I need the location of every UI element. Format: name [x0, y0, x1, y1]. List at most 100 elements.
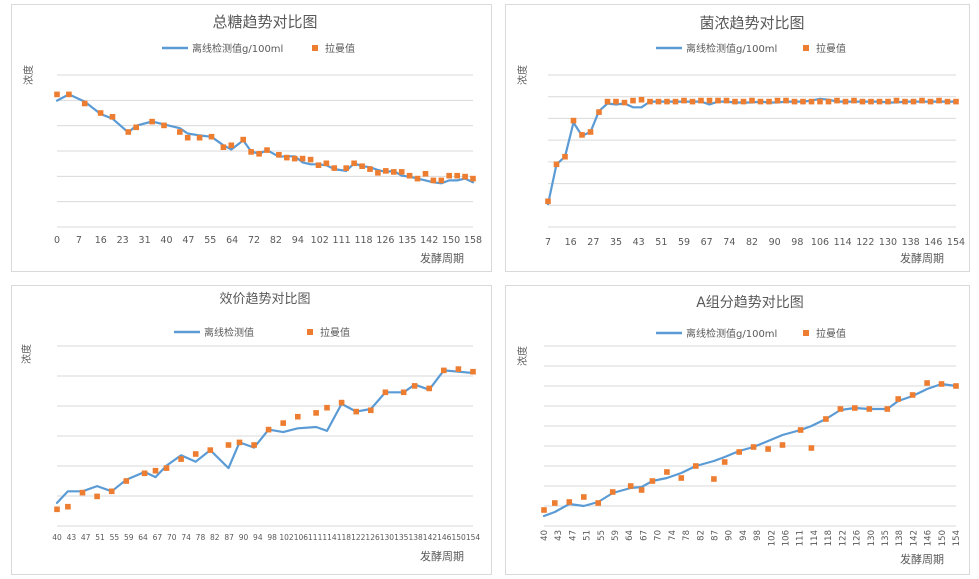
raman-point [851, 97, 857, 104]
raman-point [711, 476, 717, 482]
x-tick-label: 43 [554, 530, 564, 541]
legend-marker-swatch [312, 45, 318, 51]
chart-title: 总糖趋势对比图 [212, 13, 317, 31]
legend-label-raman: 拉曼值 [325, 42, 355, 55]
raman-point [774, 97, 781, 104]
raman-point [152, 467, 159, 474]
raman-point [163, 465, 170, 471]
raman-point [208, 133, 215, 140]
x-tick-label: 154 [466, 533, 481, 542]
x-tick-label: 16 [565, 237, 577, 248]
raman-point [808, 445, 815, 451]
raman-point [438, 177, 445, 184]
chart-panel-total-sugar: 总糖趋势对比图 离线检测值g/100ml 拉曼值 浓度 0 7 16 23 31 40 47 55 64… [11, 4, 492, 272]
raman-point [351, 160, 357, 167]
raman-point [553, 161, 560, 168]
raman-point [391, 169, 397, 175]
legend-label-offline: 离线检测值g/100ml [686, 42, 777, 55]
raman-point [236, 439, 243, 446]
x-tick-label: 98 [753, 530, 763, 541]
x-tick-label: 35 [610, 237, 622, 248]
x-tick-label: 55 [204, 235, 216, 246]
raman-point [265, 426, 272, 433]
legend-marker-swatch [803, 330, 809, 336]
x-tick-label: 59 [678, 237, 690, 248]
raman-point [664, 98, 670, 105]
x-tick-label: 64 [138, 533, 148, 542]
raman-point [953, 98, 959, 105]
raman-point [382, 389, 389, 396]
raman-point [446, 172, 452, 179]
y-axis-label: 浓度 [20, 344, 33, 364]
raman-point [552, 500, 558, 506]
chart-panel-component-a: A组分趋势对比图 离线检测值g/100ml 拉曼值 浓度 40 43 47 51 55 59 64 6… [505, 285, 970, 575]
x-tick-label: 114 [834, 237, 852, 248]
raman-point [723, 97, 730, 104]
raman-point [207, 447, 214, 453]
raman-point [630, 97, 636, 104]
x-tick-label: 67 [639, 530, 649, 541]
raman-point [430, 177, 437, 184]
raman-point [808, 98, 815, 105]
raman-point [414, 175, 421, 182]
raman-point [441, 367, 447, 374]
raman-point [689, 98, 696, 105]
x-tick-label: 118 [337, 533, 352, 542]
x-tick-label: 90 [769, 237, 781, 248]
x-tick-label: 51 [95, 533, 105, 542]
raman-point [324, 404, 330, 411]
raman-point [791, 98, 798, 105]
legend-label-offline: 离线检测值 [204, 326, 254, 339]
raman-point [895, 396, 901, 402]
x-tick-label: 126 [365, 533, 380, 542]
raman-point [192, 451, 199, 457]
raman-point [779, 442, 786, 448]
raman-point [54, 506, 60, 513]
x-tick-label: 55 [597, 530, 607, 541]
x-tick-label: 98 [267, 533, 277, 542]
x-tick-label: 106 [811, 237, 829, 248]
raman-point [736, 449, 742, 455]
x-tick-label: 146 [924, 530, 934, 546]
x-tick-label: 118 [824, 530, 834, 546]
x-tick-label: 74 [668, 530, 678, 541]
x-tick-label: 138 [408, 533, 423, 542]
x-tick-label: 150 [451, 533, 466, 542]
raman-point [647, 98, 653, 105]
raman-point [924, 380, 930, 386]
raman-point [264, 147, 270, 153]
raman-point [133, 124, 139, 131]
raman-point [893, 97, 900, 104]
y-axis-label: 浓度 [516, 346, 529, 366]
raman-point [678, 475, 685, 481]
raman-point [315, 162, 322, 168]
raman-point [953, 383, 959, 389]
raman-point [570, 117, 577, 124]
chart-panel-biomass: 菌浓趋势对比图 离线检测值g/100ml 拉曼值 浓度 7 16 27 35 43 51 59 67 7… [505, 4, 970, 272]
raman-point [331, 165, 338, 171]
x-tick-label: 138 [902, 237, 920, 248]
raman-point [291, 155, 298, 162]
raman-point [295, 413, 301, 420]
x-tick-label: 90 [239, 533, 249, 542]
legend-label-raman: 拉曼值 [816, 327, 846, 340]
raman-point [693, 463, 699, 469]
raman-point [541, 507, 547, 513]
raman-point [749, 97, 755, 104]
x-tick-label: 82 [746, 237, 758, 248]
x-tick-label: 7 [76, 235, 82, 246]
legend-marker-swatch [307, 329, 313, 335]
raman-point [125, 129, 132, 135]
raman-point [927, 98, 934, 105]
x-tick-label: 31 [139, 235, 151, 246]
raman-point [627, 483, 634, 489]
x-tick-label: 74 [181, 533, 191, 542]
legend-label-offline: 离线检测值g/100ml [686, 327, 777, 340]
raman-point [766, 98, 772, 105]
x-tick-label: 82 [270, 235, 282, 246]
raman-point [595, 500, 601, 506]
x-tick-label: 130 [867, 530, 877, 546]
raman-point [944, 98, 951, 105]
raman-point [732, 98, 738, 105]
x-tick-label: 135 [881, 530, 891, 546]
